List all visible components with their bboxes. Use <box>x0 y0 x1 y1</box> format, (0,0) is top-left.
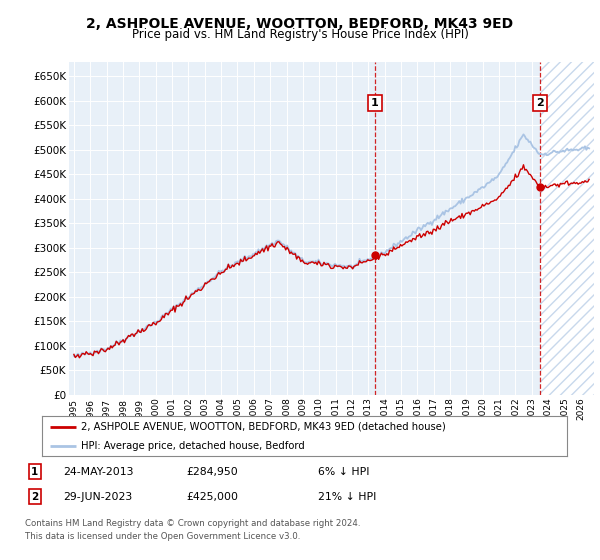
Text: 1: 1 <box>31 466 38 477</box>
Text: 24-MAY-2013: 24-MAY-2013 <box>63 466 133 477</box>
Text: This data is licensed under the Open Government Licence v3.0.: This data is licensed under the Open Gov… <box>25 532 301 541</box>
Text: 2: 2 <box>536 98 544 108</box>
Text: Price paid vs. HM Land Registry's House Price Index (HPI): Price paid vs. HM Land Registry's House … <box>131 28 469 41</box>
Text: £284,950: £284,950 <box>186 466 238 477</box>
Text: 2, ASHPOLE AVENUE, WOOTTON, BEDFORD, MK43 9ED: 2, ASHPOLE AVENUE, WOOTTON, BEDFORD, MK4… <box>86 17 514 31</box>
Text: 2, ASHPOLE AVENUE, WOOTTON, BEDFORD, MK43 9ED (detached house): 2, ASHPOLE AVENUE, WOOTTON, BEDFORD, MK4… <box>82 422 446 432</box>
Text: 6% ↓ HPI: 6% ↓ HPI <box>318 466 370 477</box>
Text: 1: 1 <box>371 98 379 108</box>
Text: 21% ↓ HPI: 21% ↓ HPI <box>318 492 376 502</box>
Text: HPI: Average price, detached house, Bedford: HPI: Average price, detached house, Bedf… <box>82 441 305 451</box>
Text: 29-JUN-2023: 29-JUN-2023 <box>63 492 132 502</box>
Text: 2: 2 <box>31 492 38 502</box>
Text: £425,000: £425,000 <box>186 492 238 502</box>
Text: Contains HM Land Registry data © Crown copyright and database right 2024.: Contains HM Land Registry data © Crown c… <box>25 519 361 528</box>
